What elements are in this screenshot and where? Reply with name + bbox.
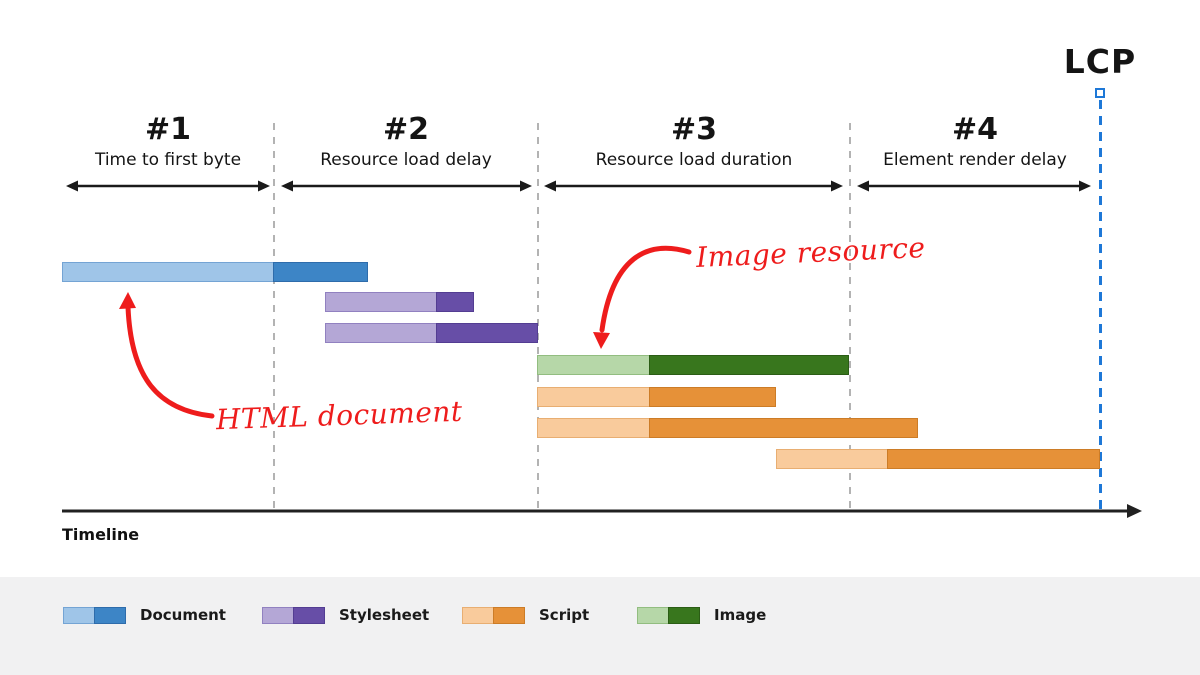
phase-4-extent-arrow <box>857 180 1091 192</box>
script-bar-segment-dark <box>649 387 776 407</box>
stylesheet-light-swatch <box>262 606 294 624</box>
legend-swatch-document <box>63 606 127 624</box>
phase-1-header: #1 Time to first byte <box>62 112 274 172</box>
lcp-marker-line <box>1099 100 1102 513</box>
script-light-swatch <box>462 606 494 624</box>
phase-4-label: Element render delay <box>883 150 1067 170</box>
phase-separator-2 <box>537 123 539 514</box>
phase-4-header: #4 Element render delay <box>850 112 1100 172</box>
annotation-html-document: HTML document <box>215 394 464 437</box>
legend-label-stylesheet: Stylesheet <box>339 606 430 624</box>
annotation-arrow-image-resource <box>593 245 692 349</box>
document-bar-segment-dark <box>273 262 368 282</box>
image-resource-bar <box>537 355 849 375</box>
legend-item-stylesheet: Stylesheet <box>262 606 429 624</box>
phase-separator-1 <box>273 123 275 514</box>
stylesheet-bar-segment-dark <box>436 323 538 343</box>
phase-3-label: Resource load duration <box>595 150 793 170</box>
phase-3-header: #3 Resource load duration <box>538 112 850 172</box>
phase-1-extent-arrow <box>66 180 270 192</box>
script-bar-segment-dark <box>887 449 1100 469</box>
stylesheet-bar-segment-light <box>325 292 437 312</box>
legend-item-script: Script <box>462 606 589 624</box>
phase-3-extent-arrow <box>544 180 843 192</box>
image-dark-swatch <box>668 606 700 624</box>
phase-4-number: #4 <box>951 112 998 147</box>
stylesheet-bar-segment-light <box>325 323 437 343</box>
annotation-image-resource: Image resource <box>695 231 927 274</box>
phase-2-label: Resource load delay <box>320 150 492 170</box>
phase-1-number: #1 <box>144 112 191 147</box>
legend-swatch-stylesheet <box>262 606 326 624</box>
stylesheet-bar <box>325 323 538 343</box>
lcp-marker-icon <box>1095 88 1105 98</box>
document-light-swatch <box>63 606 95 624</box>
image-light-swatch <box>637 606 669 624</box>
image-bar-segment-dark <box>649 355 849 375</box>
phase-3-number: #3 <box>670 112 717 147</box>
script-dark-swatch <box>493 606 525 624</box>
annotation-arrow-html-document <box>119 292 215 419</box>
script-bar <box>537 387 776 407</box>
document-bar <box>62 262 368 282</box>
legend: Document Stylesheet Script Image <box>0 577 1200 675</box>
legend-label-script: Script <box>539 606 590 624</box>
image-bar-segment-light <box>537 355 650 375</box>
legend-item-document: Document <box>63 606 226 624</box>
legend-label-document: Document <box>140 606 226 624</box>
script-bar <box>776 449 1100 469</box>
lcp-label: LCP <box>1063 42 1137 81</box>
stylesheet-bar-segment-dark <box>436 292 474 312</box>
script-bar-segment-dark <box>649 418 918 438</box>
script-bar <box>537 418 918 438</box>
script-bar-segment-light <box>537 418 650 438</box>
stylesheet-bar <box>325 292 474 312</box>
legend-swatch-image <box>637 606 701 624</box>
timeline-axis <box>62 504 1142 518</box>
script-bar-segment-light <box>537 387 650 407</box>
phase-separator-3 <box>849 123 851 514</box>
phase-2-header: #2 Resource load delay <box>274 112 538 172</box>
legend-swatch-script <box>462 606 526 624</box>
stylesheet-dark-swatch <box>293 606 325 624</box>
phase-2-number: #2 <box>382 112 429 147</box>
phase-2-extent-arrow <box>281 180 532 192</box>
timeline-label: Timeline <box>62 525 140 544</box>
legend-item-image: Image <box>637 606 766 624</box>
document-dark-swatch <box>94 606 126 624</box>
script-bar-segment-light <box>776 449 888 469</box>
legend-label-image: Image <box>714 606 767 624</box>
document-bar-segment-light <box>62 262 274 282</box>
phase-1-label: Time to first byte <box>94 150 242 170</box>
